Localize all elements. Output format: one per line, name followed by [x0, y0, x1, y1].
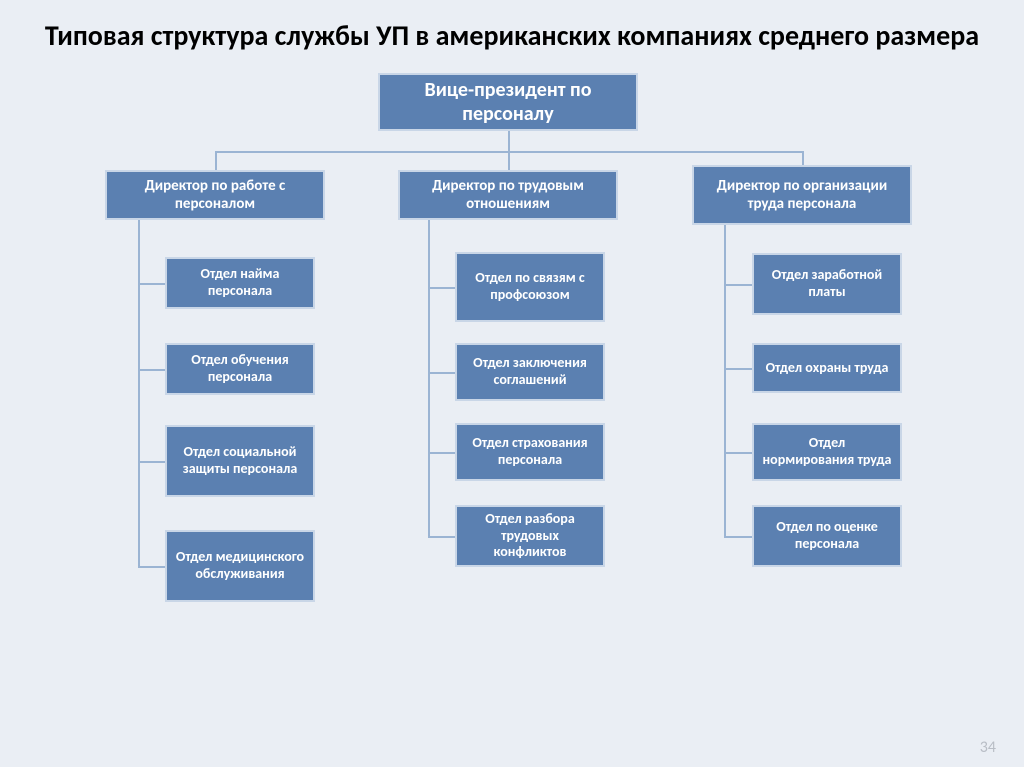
node-department: Отдел разбора трудовых конфликтов — [455, 505, 605, 567]
node-department: Отдел заключения соглашений — [455, 343, 605, 401]
connector — [428, 372, 455, 374]
connector — [802, 151, 804, 165]
node-department: Отдел по связям с профсоюзом — [455, 252, 605, 322]
node-department: Отдел нормирования труда — [752, 423, 902, 481]
connector — [428, 452, 455, 454]
node-director: Директор по трудовым отношениям — [398, 170, 618, 220]
org-chart: Вице-президент по персоналу Директор по … — [0, 65, 1024, 705]
node-department: Отдел охраны труда — [752, 343, 902, 393]
page-number: 34 — [980, 738, 996, 757]
node-root: Вице-президент по персоналу — [378, 73, 638, 131]
node-director: Директор по организации труда персонала — [692, 165, 912, 225]
node-department: Отдел медицинского обслуживания — [165, 530, 315, 602]
node-director: Директор по работе с персоналом — [105, 170, 325, 220]
connector — [138, 566, 165, 568]
node-department: Отдел обучения персонала — [165, 343, 315, 395]
node-department: Отдел заработной платы — [752, 253, 902, 315]
connector — [724, 536, 752, 538]
connector — [138, 461, 165, 463]
connector — [508, 131, 510, 151]
connector — [138, 220, 140, 566]
node-department: Отдел страхования персонала — [455, 423, 605, 481]
node-department: Отдел найма персонала — [165, 257, 315, 309]
page-title: Типовая структура службы УП в американск… — [0, 0, 1024, 65]
connector — [724, 368, 752, 370]
connector — [138, 369, 165, 371]
connector — [428, 536, 455, 538]
connector — [428, 287, 455, 289]
connector — [724, 284, 752, 286]
connector — [724, 452, 752, 454]
connector — [428, 220, 430, 536]
node-department: Отдел социальной защиты персонала — [165, 425, 315, 497]
connector — [215, 151, 217, 170]
connector — [508, 151, 510, 170]
connector — [724, 225, 726, 536]
node-department: Отдел по оценке персонала — [752, 505, 902, 567]
connector — [138, 283, 165, 285]
